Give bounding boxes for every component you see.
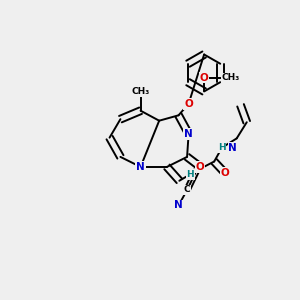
Text: N: N — [228, 143, 237, 153]
Text: N: N — [174, 200, 183, 210]
Text: CH₃: CH₃ — [131, 87, 150, 96]
Text: N: N — [184, 129, 193, 139]
Text: O: O — [200, 73, 208, 82]
Text: N: N — [136, 162, 145, 172]
Text: H: H — [186, 170, 194, 179]
Text: CH₃: CH₃ — [221, 73, 239, 82]
Text: O: O — [221, 168, 230, 178]
Text: O: O — [184, 99, 193, 109]
Text: H: H — [218, 143, 226, 152]
Text: O: O — [196, 162, 205, 172]
Text: C: C — [184, 185, 190, 194]
